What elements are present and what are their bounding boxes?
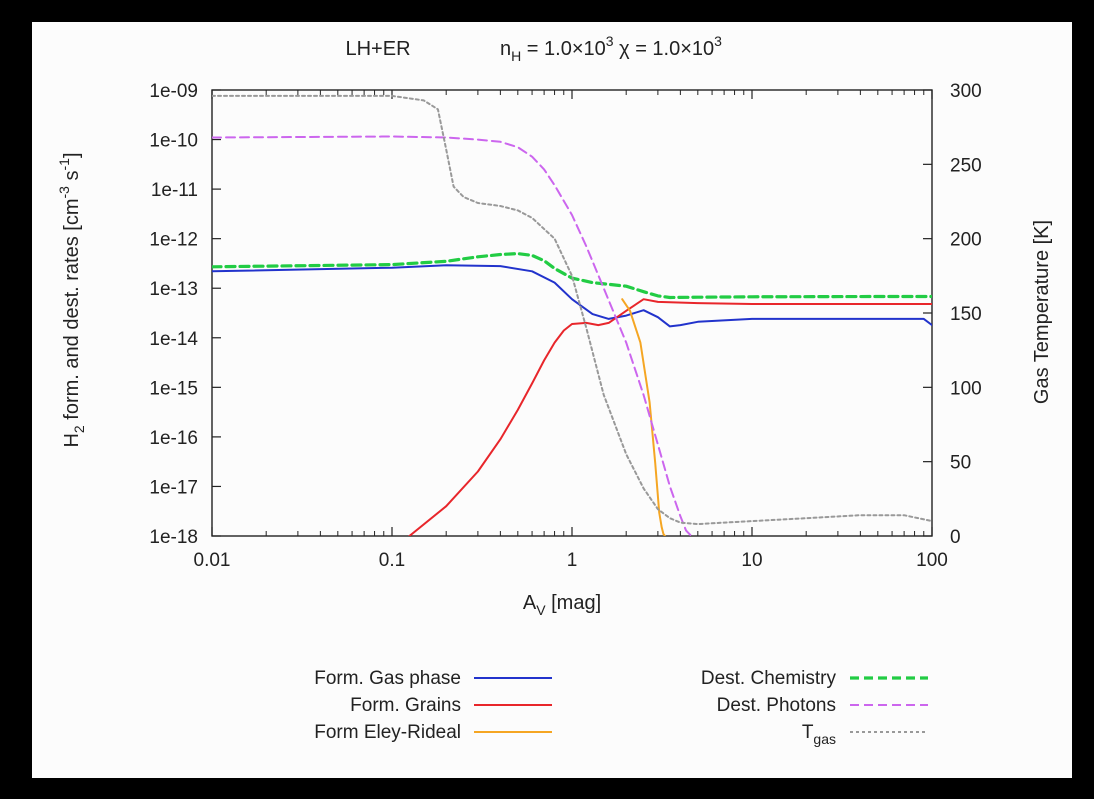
chart-title-right: nH = 1.0×103 χ = 1.0×103 [500,33,722,64]
legend-label: Form. Grains [350,695,461,716]
y2-axis-label: Gas Temperature [K] [1031,220,1053,404]
y2-tick-label: 50 [950,453,971,474]
y-tick-label: 1e-15 [149,378,198,399]
y-tick-label: 1e-14 [149,329,198,350]
y-tick-label: 1e-18 [149,527,198,548]
x-tick-label: 0.01 [194,550,231,571]
y-tick-label: 1e-09 [149,81,198,102]
legend-label: Tgas [802,722,836,747]
figure-card [32,22,1072,778]
x-tick-label: 100 [916,550,948,571]
series-line [621,298,666,536]
legend-label: Dest. Chemistry [701,668,837,689]
x-tick-label: 0.1 [379,550,405,571]
series-line [212,94,932,526]
y-axis-label: H2 form. and dest. rates [cm-3 s-1] [56,152,87,447]
legend-label: Form. Gas phase [314,668,461,689]
y-tick-label: 1e-17 [149,477,198,498]
chart-title-left: LH+ER [345,38,410,60]
series-line [212,135,693,536]
y2-tick-label: 150 [950,304,982,325]
y2-tick-label: 300 [950,81,982,102]
y2-tick-label: 200 [950,230,982,251]
y-tick-label: 1e-16 [149,428,198,449]
x-tick-label: 10 [741,550,762,571]
y2-tick-label: 0 [950,527,961,548]
y2-tick-label: 250 [950,155,982,176]
x-tick-label: 1 [567,550,578,571]
series-line [212,252,932,300]
x-axis-label: AV [mag] [523,592,601,618]
y-tick-label: 1e-12 [149,230,198,251]
series-line [408,298,932,536]
legend-label: Form Eley-Rideal [314,722,461,743]
y-tick-label: 1e-10 [149,131,198,152]
plot-frame [211,89,933,537]
series-line [212,264,932,328]
y-tick-label: 1e-13 [149,279,198,300]
y-tick-label: 1e-11 [151,180,198,201]
legend-label: Dest. Photons [717,695,836,716]
series-group [212,94,932,536]
y2-tick-label: 100 [950,378,982,399]
